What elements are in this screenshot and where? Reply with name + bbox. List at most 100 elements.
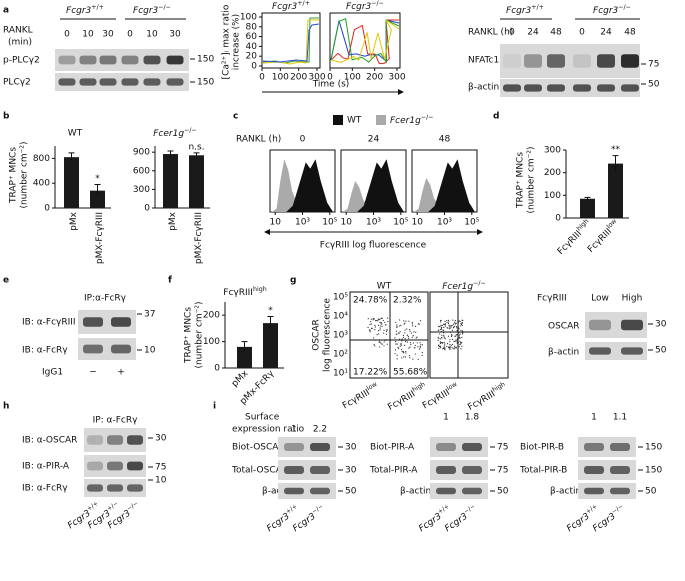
x-tick-label: 0 (259, 73, 265, 83)
event (440, 328, 443, 330)
label: FcγRIII log fluorescence (320, 241, 427, 251)
y-tick-label: 800 (33, 154, 50, 164)
event (401, 340, 403, 342)
plot-frame (349, 291, 429, 379)
bar (608, 163, 623, 218)
event (447, 322, 450, 325)
y-tick-label: 900 (133, 148, 150, 158)
band (589, 347, 611, 355)
mw-label: 150 (197, 78, 214, 88)
label: 24 (600, 28, 612, 38)
event (380, 323, 382, 325)
plot-frame (329, 12, 401, 69)
mw-label: 30 (155, 434, 167, 444)
mw-label: 50 (648, 80, 660, 90)
label: 1 (591, 413, 597, 423)
label: (min) (8, 38, 32, 48)
event (372, 318, 374, 320)
x-tick-label: FcγRIIIhigh (555, 218, 594, 257)
x-tick-label: 10 (340, 218, 352, 228)
label: β-actin (548, 348, 579, 358)
event (442, 329, 444, 331)
x-tick-label: FcγRIIIlow (340, 381, 381, 411)
event (460, 322, 462, 325)
event (449, 348, 451, 350)
band (99, 78, 117, 86)
event (448, 326, 451, 328)
label: RANKL (h) (468, 28, 513, 38)
band (79, 55, 97, 65)
y-tick-label: 20 (246, 52, 258, 62)
event (438, 325, 440, 327)
event (400, 342, 402, 345)
event (401, 357, 403, 359)
event (383, 332, 385, 334)
mw-label: 150 (197, 55, 214, 65)
chart-title: WT (68, 129, 83, 139)
label: (number cm⁻²) (527, 146, 537, 213)
label: RANKL (h) (236, 135, 281, 145)
event (450, 325, 452, 327)
label: β-actin (262, 487, 293, 497)
event (374, 324, 376, 327)
band (143, 55, 161, 65)
event (460, 343, 462, 345)
error-bar (241, 341, 248, 353)
event (396, 354, 398, 356)
event (443, 323, 445, 326)
band (621, 54, 639, 68)
event (439, 328, 441, 331)
band (597, 84, 615, 92)
label: Biot-PIR-B (520, 443, 564, 453)
band (547, 84, 565, 92)
event (453, 326, 455, 328)
event (407, 335, 409, 338)
band (547, 54, 565, 68)
y-tick-label: 600 (133, 166, 150, 176)
event (370, 318, 372, 320)
mw-label: 150 (645, 443, 662, 453)
band (503, 84, 521, 92)
x-tick-label: 200 (290, 73, 307, 83)
event (460, 329, 462, 332)
event (440, 324, 442, 326)
event (448, 347, 451, 349)
label: 10 (146, 30, 158, 40)
band (87, 484, 103, 492)
event (381, 325, 383, 327)
chart-title: Fcer1g−/− (153, 127, 197, 139)
band (462, 466, 482, 474)
panel-label: d (493, 112, 499, 122)
event (444, 347, 446, 349)
event (414, 347, 416, 349)
plot-frame (429, 291, 509, 379)
genotype: Fcgr3−/− (133, 4, 171, 16)
mw-label: 30 (345, 466, 357, 476)
event (384, 339, 386, 342)
label: 24 (368, 135, 380, 145)
event (458, 320, 460, 322)
event (385, 324, 387, 326)
event (439, 333, 441, 335)
event (452, 319, 454, 321)
label: Total-PIR-A (369, 466, 418, 476)
band (111, 344, 131, 354)
label: β-actin (468, 83, 499, 93)
event (437, 336, 439, 338)
event (443, 326, 445, 328)
event (411, 336, 413, 338)
event (451, 329, 454, 331)
bar (580, 198, 595, 218)
event (456, 339, 458, 341)
mw-label: 150 (645, 466, 662, 476)
blot (430, 460, 488, 480)
panel-label: f (168, 276, 172, 286)
event (400, 348, 403, 350)
x-tick-label: pMX-FcγRIII (95, 212, 105, 264)
label: PLCγ2 (3, 78, 31, 88)
panel-label: a (3, 6, 9, 16)
event (442, 348, 444, 350)
y-tick-label: 400 (33, 179, 50, 189)
event (458, 328, 460, 330)
event (405, 339, 407, 341)
